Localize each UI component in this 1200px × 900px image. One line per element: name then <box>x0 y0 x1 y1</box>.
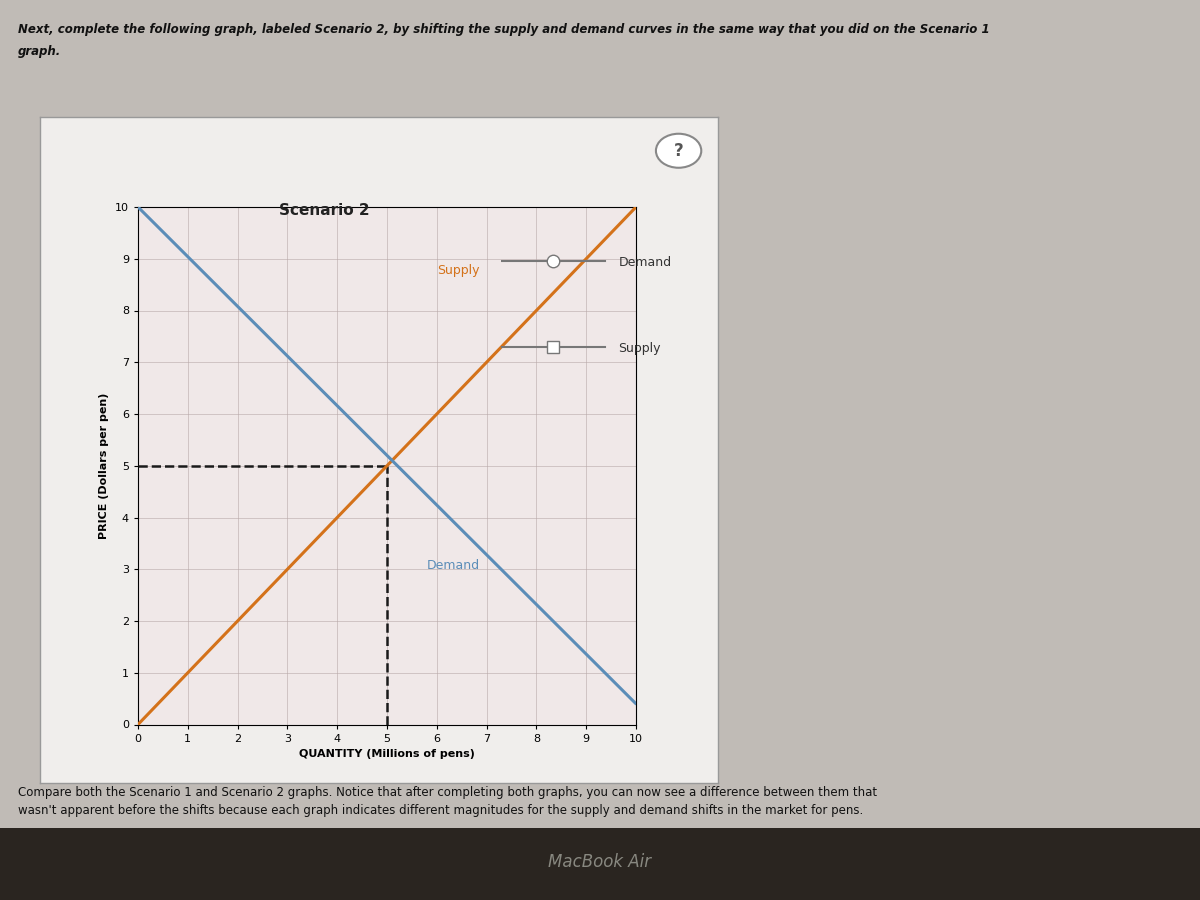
Y-axis label: PRICE (Dollars per pen): PRICE (Dollars per pen) <box>100 392 109 539</box>
Text: Demand: Demand <box>618 256 672 269</box>
Text: Supply: Supply <box>618 342 661 356</box>
Text: ?: ? <box>673 141 684 160</box>
Text: MacBook Air: MacBook Air <box>548 853 652 871</box>
Bar <box>0 828 1200 900</box>
Circle shape <box>656 134 701 167</box>
Text: Supply: Supply <box>437 265 479 277</box>
Text: Demand: Demand <box>427 559 480 572</box>
Text: Next, complete the following graph, labeled Scenario 2, by shifting the supply a: Next, complete the following graph, labe… <box>18 22 990 35</box>
Text: Compare both the Scenario 1 and Scenario 2 graphs. Notice that after completing : Compare both the Scenario 1 and Scenario… <box>18 786 877 816</box>
Text: graph.: graph. <box>18 45 61 58</box>
Text: Scenario 2: Scenario 2 <box>280 202 370 218</box>
X-axis label: QUANTITY (Millions of pens): QUANTITY (Millions of pens) <box>299 749 475 759</box>
